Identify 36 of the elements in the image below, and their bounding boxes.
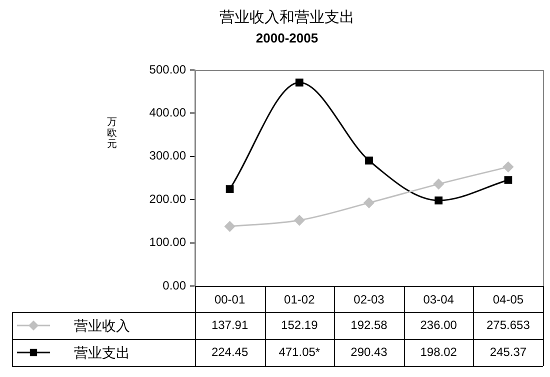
legend-label: 营业收入 [74,317,130,334]
x-tick-label: 01-02 [284,292,316,306]
point [365,156,373,164]
data-label: 198.02 [420,344,458,359]
x-tick-label: 03-04 [423,292,454,306]
chart-title: 营业收入和营业支出 [220,9,354,26]
point [224,221,236,232]
data-label: 471.05* [278,344,320,359]
point [502,162,514,172]
y-tick-label: 0.00 [162,278,186,292]
point [294,215,305,226]
x-tick-label: 00-01 [214,292,246,306]
y-tick-label: 300.00 [149,148,186,163]
legend-label: 营业支出 [74,344,130,360]
data-label: 245.37 [490,344,527,359]
y-tick-label: 200.00 [149,192,186,206]
y-tick-label: 400.00 [149,106,186,120]
y-tick-label: 100.00 [149,235,186,250]
point [226,185,234,193]
x-tick-label: 04-05 [492,292,524,306]
point [364,198,374,208]
data-label: 275.653 [486,318,530,332]
point [434,196,443,204]
chart-subtitle: 2000-2005 [256,30,318,46]
data-label: 152.19 [281,318,318,332]
point [504,176,512,184]
data-label: 137.91 [211,318,248,332]
data-label: 236.00 [420,318,458,332]
data-label: 192.58 [350,318,388,332]
point [295,78,304,86]
x-tick-label: 02-03 [354,292,385,306]
y-tick-label: 500.00 [149,62,186,76]
data-label: 224.45 [211,344,248,359]
y-axis-title: 万欧元 [107,116,117,150]
point [433,178,444,190]
data-label: 290.43 [350,344,388,359]
